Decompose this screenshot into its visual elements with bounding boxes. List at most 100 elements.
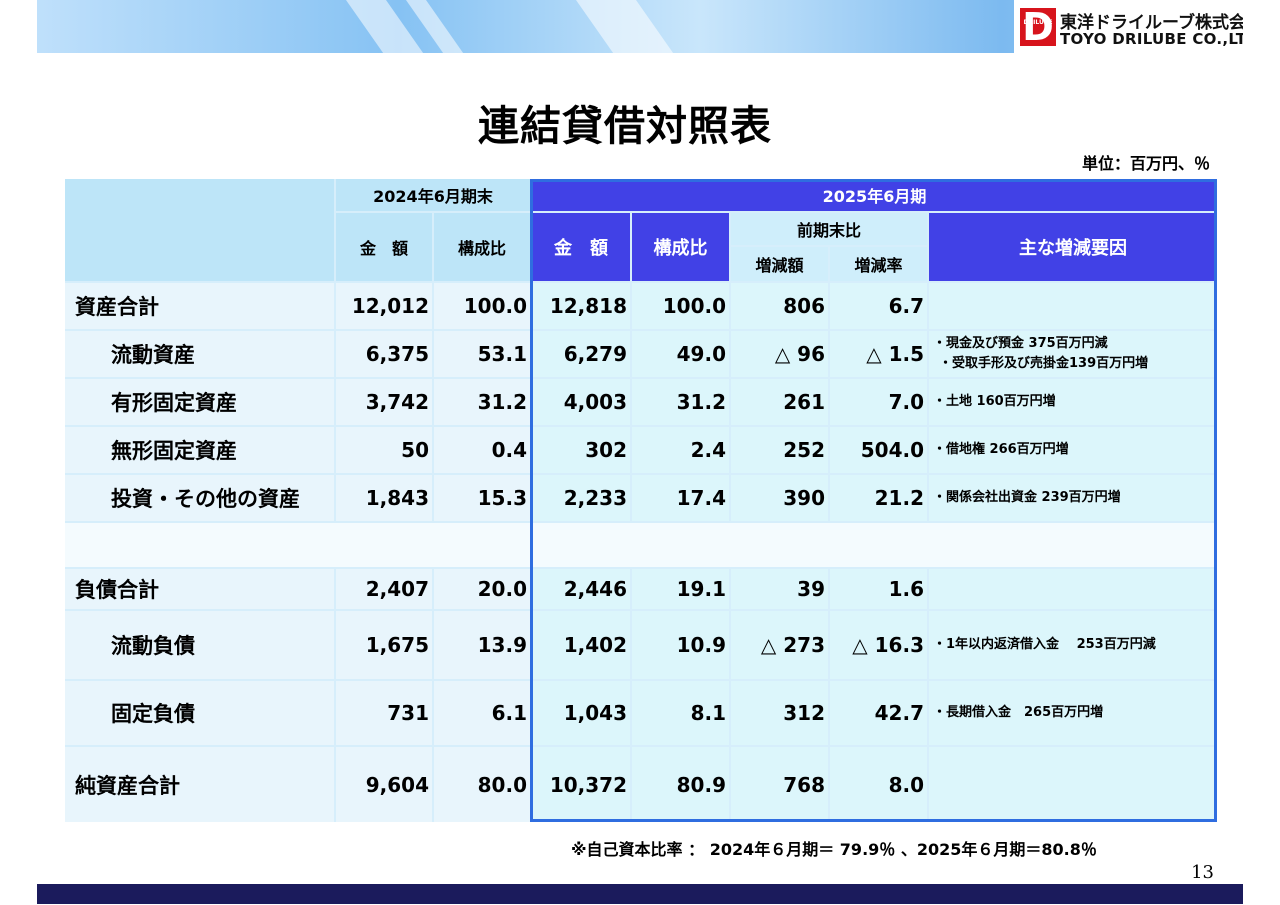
header-reasons: 主な増減要因: [929, 213, 1217, 281]
curr-ratio-cell: 100.0: [632, 283, 729, 329]
company-name-jp: 東洋ドライルーブ株式会社: [1060, 13, 1243, 33]
prev-ratio-cell: 80.0: [434, 747, 530, 822]
curr-ratio-cell: 31.2: [632, 379, 729, 425]
prev-amount-cell: 3,742: [336, 379, 432, 425]
change-rate-cell: 7.0: [830, 379, 927, 425]
header-prev-ratio: 構成比: [434, 213, 530, 281]
change-amount-cell: △ 273: [731, 611, 828, 679]
reasons-cell: ・借地権 266百万円増: [929, 427, 1217, 473]
change-amount-cell: 806: [731, 283, 828, 329]
reasons-cell: ・1年以内返済借入金 253百万円減: [929, 611, 1217, 679]
row-label: 流動資産: [65, 331, 334, 377]
page-number: 13: [1191, 862, 1214, 883]
unit-label: 単位：百万円、％: [1081, 154, 1210, 173]
balance-sheet-table: 2024年6月期末 2025年6月期 金 額 構成比 金 額 構成比 前期末比 …: [65, 179, 1217, 822]
prev-amount-cell: 2,407: [336, 569, 432, 609]
curr-ratio-cell: 8.1: [632, 681, 729, 745]
change-rate-cell: △ 1.5: [830, 331, 927, 377]
prev-amount-cell: 9,604: [336, 747, 432, 822]
banner-streak: [561, 0, 693, 53]
reasons-cell: ・長期借入金 265百万円増: [929, 681, 1217, 745]
header-curr-amount: 金 額: [532, 213, 630, 281]
curr-ratio-cell: 80.9: [632, 747, 729, 822]
row-label: 資産合計: [65, 283, 334, 329]
prev-ratio-cell: 15.3: [434, 475, 530, 521]
prev-amount-cell: 6,375: [336, 331, 432, 377]
prev-amount-cell: 1,675: [336, 611, 432, 679]
reason-note: ・長期借入金 265百万円増: [933, 705, 1104, 720]
header-period-prev: 2024年6月期末: [336, 179, 530, 211]
change-rate-cell: 6.7: [830, 283, 927, 329]
prev-ratio-cell: 20.0: [434, 569, 530, 609]
curr-ratio-cell: 19.1: [632, 569, 729, 609]
equity-ratio-footnote: ※自己資本比率 ： 2024年６月期＝ 79.9％ 、2025年６月期＝80.8…: [571, 840, 1097, 859]
logo-mark: D DRILUBE: [1020, 8, 1056, 46]
curr-amount-cell: 2,446: [532, 569, 630, 609]
curr-ratio-cell: 49.0: [632, 331, 729, 377]
spacer-row: [65, 523, 530, 567]
reasons-cell: ・関係会社出資金 239百万円増: [929, 475, 1217, 521]
curr-amount-cell: 12,818: [532, 283, 630, 329]
change-amount-cell: 390: [731, 475, 828, 521]
header-period-curr: 2025年6月期: [532, 179, 1217, 211]
reason-note: ・受取手形及び売掛金139百万円増: [939, 356, 1149, 371]
logo-mark-text: DRILUBE: [1023, 19, 1053, 26]
change-amount-cell: 252: [731, 427, 828, 473]
header-prev-amount: 金 額: [336, 213, 432, 281]
curr-amount-cell: 6,279: [532, 331, 630, 377]
change-rate-cell: 21.2: [830, 475, 927, 521]
prev-amount-cell: 50: [336, 427, 432, 473]
header-curr-ratio: 構成比: [632, 213, 729, 281]
change-amount-cell: 39: [731, 569, 828, 609]
reason-note: ・現金及び預金 375百万円減: [933, 336, 1108, 351]
curr-amount-cell: 1,402: [532, 611, 630, 679]
company-name-en: TOYO DRILUBE CO.,LTD.: [1060, 30, 1243, 48]
prev-ratio-cell: 100.0: [434, 283, 530, 329]
change-rate-cell: 42.7: [830, 681, 927, 745]
reasons-cell: [929, 569, 1217, 609]
reason-note: ・借地権 266百万円増: [933, 442, 1069, 457]
change-rate-cell: △ 16.3: [830, 611, 927, 679]
prev-ratio-cell: 53.1: [434, 331, 530, 377]
change-amount-cell: △ 96: [731, 331, 828, 377]
reasons-cell: ・現金及び預金 375百万円減・受取手形及び売掛金139百万円増: [929, 331, 1217, 377]
reason-note: ・土地 160百万円増: [933, 394, 1056, 409]
change-rate-cell: 1.6: [830, 569, 927, 609]
header-vs-prev: 前期末比: [731, 213, 927, 245]
reasons-cell: [929, 283, 1217, 329]
row-label: 流動負債: [65, 611, 334, 679]
prev-ratio-cell: 6.1: [434, 681, 530, 745]
row-label: 有形固定資産: [65, 379, 334, 425]
bottom-bar: [37, 884, 1243, 904]
curr-ratio-cell: 10.9: [632, 611, 729, 679]
change-rate-cell: 8.0: [830, 747, 927, 822]
prev-ratio-cell: 31.2: [434, 379, 530, 425]
change-amount-cell: 768: [731, 747, 828, 822]
page-title: 連結貸借対照表: [478, 102, 772, 150]
header-change-rate: 増減率: [830, 247, 927, 281]
prev-ratio-cell: 13.9: [434, 611, 530, 679]
reasons-cell: ・土地 160百万円増: [929, 379, 1217, 425]
row-label: 固定負債: [65, 681, 334, 745]
curr-ratio-cell: 2.4: [632, 427, 729, 473]
row-label: 負債合計: [65, 569, 334, 609]
row-label: 純資産合計: [65, 747, 334, 822]
change-amount-cell: 261: [731, 379, 828, 425]
curr-amount-cell: 302: [532, 427, 630, 473]
change-rate-cell: 504.0: [830, 427, 927, 473]
reason-note: ・関係会社出資金 239百万円増: [933, 490, 1121, 505]
prev-amount-cell: 12,012: [336, 283, 432, 329]
curr-amount-cell: 4,003: [532, 379, 630, 425]
top-banner: D DRILUBE 東洋ドライルーブ株式会社 TOYO DRILUBE CO.,…: [37, 0, 1243, 53]
spacer-row: [532, 523, 1217, 567]
prev-ratio-cell: 0.4: [434, 427, 530, 473]
row-label: 無形固定資産: [65, 427, 334, 473]
reason-note: ・1年以内返済借入金 253百万円減: [933, 637, 1156, 652]
curr-amount-cell: 1,043: [532, 681, 630, 745]
row-label: 投資・その他の資産: [65, 475, 334, 521]
header-change-amount: 増減額: [731, 247, 828, 281]
prev-amount-cell: 731: [336, 681, 432, 745]
company-logo: D DRILUBE 東洋ドライルーブ株式会社 TOYO DRILUBE CO.,…: [1014, 0, 1243, 53]
curr-amount-cell: 2,233: [532, 475, 630, 521]
curr-ratio-cell: 17.4: [632, 475, 729, 521]
